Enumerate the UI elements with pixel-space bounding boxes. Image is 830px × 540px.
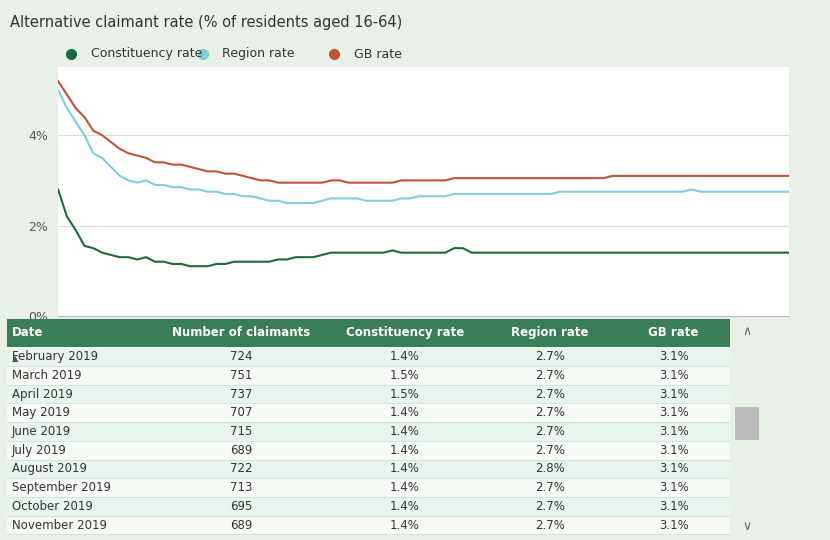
Text: 3.1%: 3.1% [659,462,688,475]
Text: July 2019: July 2019 [12,444,66,457]
Text: ∧: ∧ [743,325,751,338]
Bar [7,422,730,441]
Text: 2.7%: 2.7% [535,481,565,494]
Text: 2.7%: 2.7% [535,350,565,363]
Text: 3.1%: 3.1% [659,481,688,494]
Bar [7,385,730,403]
Text: 2.7%: 2.7% [535,500,565,513]
Text: 1.4%: 1.4% [390,481,420,494]
Text: October 2019: October 2019 [12,500,92,513]
Text: Constituency rate: Constituency rate [91,48,203,60]
Bar [7,497,730,516]
Text: 2.7%: 2.7% [535,406,565,420]
Text: 695: 695 [230,500,252,513]
Text: 1.4%: 1.4% [390,350,420,363]
Text: 3.1%: 3.1% [659,425,688,438]
Text: 2.7%: 2.7% [535,518,565,531]
Bar [7,366,730,385]
Text: 707: 707 [230,406,252,420]
Bar [7,460,730,478]
Text: 3.1%: 3.1% [659,406,688,420]
Text: February 2019: February 2019 [12,350,98,363]
Text: 1.4%: 1.4% [390,462,420,475]
Text: Region rate: Region rate [222,48,295,60]
Text: 715: 715 [230,425,252,438]
Text: GB rate: GB rate [648,327,699,340]
Text: 713: 713 [230,481,252,494]
Text: ▲: ▲ [12,354,18,363]
Bar [7,441,730,460]
Bar [7,347,730,366]
Text: 3.1%: 3.1% [659,500,688,513]
Text: 2.7%: 2.7% [535,369,565,382]
Text: 1.4%: 1.4% [390,444,420,457]
Text: 2.7%: 2.7% [535,444,565,457]
Text: March 2019: March 2019 [12,369,81,382]
Bar [7,478,730,497]
Text: 2.7%: 2.7% [535,388,565,401]
Text: September 2019: September 2019 [12,481,110,494]
Bar [7,403,730,422]
Text: November 2019: November 2019 [12,518,106,531]
Text: 1.5%: 1.5% [390,388,420,401]
Text: 689: 689 [230,518,252,531]
Bar [735,407,759,441]
Text: 3.1%: 3.1% [659,369,688,382]
Text: 3.1%: 3.1% [659,388,688,401]
Text: June 2019: June 2019 [12,425,71,438]
Text: Constituency rate: Constituency rate [346,327,464,340]
Text: Number of claimants: Number of claimants [173,327,310,340]
Text: August 2019: August 2019 [12,462,86,475]
Text: 751: 751 [230,369,252,382]
Text: 2.8%: 2.8% [535,462,565,475]
Text: 3.1%: 3.1% [659,350,688,363]
Text: GB rate: GB rate [354,48,402,60]
Text: 1.4%: 1.4% [390,425,420,438]
Text: 1.4%: 1.4% [390,500,420,513]
Text: April 2019: April 2019 [12,388,72,401]
Text: Alternative claimant rate (% of residents aged 16-64): Alternative claimant rate (% of resident… [10,15,403,30]
Text: 1.5%: 1.5% [390,369,420,382]
Bar [7,516,730,535]
Text: Date: Date [12,327,43,340]
Text: May 2019: May 2019 [12,406,70,420]
Text: 737: 737 [230,388,252,401]
Text: 724: 724 [230,350,252,363]
Text: 1.4%: 1.4% [390,518,420,531]
Text: 722: 722 [230,462,252,475]
Text: Region rate: Region rate [511,327,588,340]
Text: 3.1%: 3.1% [659,444,688,457]
Bar [7,319,730,347]
Text: ∨: ∨ [743,521,751,534]
Text: 3.1%: 3.1% [659,518,688,531]
Text: 2.7%: 2.7% [535,425,565,438]
Text: 1.4%: 1.4% [390,406,420,420]
Text: 689: 689 [230,444,252,457]
